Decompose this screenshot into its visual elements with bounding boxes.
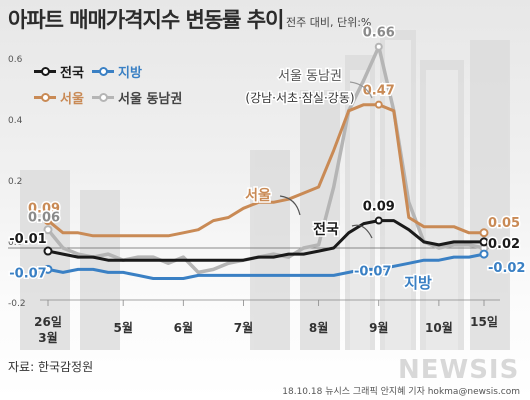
label-layer: 0.090.06-0.01-0.070.660.470.09-0.070.050… bbox=[8, 24, 527, 293]
series-point-seoul bbox=[43, 216, 53, 226]
y-tick-label: 0.6 bbox=[8, 55, 23, 65]
legend-swatch-regional bbox=[92, 67, 114, 76]
series-layer bbox=[43, 42, 489, 280]
credit-footer: 18.10.18 뉴시스 그래픽 안지혜 기자 hokma@newsis.com bbox=[282, 387, 520, 397]
chart-title: 아파트 매매가격지수 변동률 추이 bbox=[8, 8, 284, 32]
y-tick-label: 0.4 bbox=[8, 116, 23, 126]
series-point-national bbox=[479, 237, 489, 247]
legend-item-seoul-southeast: 서울 동남권 bbox=[92, 88, 182, 107]
x-tick-label: 15일 bbox=[470, 315, 498, 329]
legend-item-national: 전국 bbox=[34, 62, 84, 81]
peak-point-seoul-southeast bbox=[374, 42, 383, 51]
data-label-national: 0.09 bbox=[363, 200, 395, 215]
annotation-seoul-southeast: 서울 동남권 bbox=[278, 69, 342, 84]
data-label-national: 0.02 bbox=[488, 237, 520, 252]
data-label-national: -0.01 bbox=[9, 232, 46, 247]
x-tick-label: 8월 bbox=[309, 320, 328, 335]
annotation-national: 전국 bbox=[313, 221, 339, 238]
data-label-seoul-southeast: 0.66 bbox=[363, 26, 395, 41]
series-point-national bbox=[43, 246, 53, 256]
mid-point-regional bbox=[374, 265, 383, 274]
x-tick-label: 7월 bbox=[234, 320, 253, 335]
data-label-seoul: 0.09 bbox=[28, 202, 60, 217]
y-tick-label: 0.2 bbox=[8, 177, 22, 187]
series-line-seoul bbox=[46, 103, 486, 238]
data-label-seoul: 0.05 bbox=[488, 216, 520, 231]
data-label-regional: -0.07 bbox=[9, 266, 46, 281]
annotation-seoul-southeast: (강남·서초·잠실·강동) bbox=[245, 91, 354, 105]
legend-label-regional: 지방 bbox=[118, 66, 142, 81]
data-label-seoul-southeast: 0.06 bbox=[28, 211, 60, 226]
legend-item-seoul: 서울 bbox=[34, 88, 84, 107]
legend-label-seoul: 서울 bbox=[60, 92, 84, 107]
series-point-seoul bbox=[479, 228, 489, 238]
data-label-regional: -0.02 bbox=[488, 261, 525, 276]
legend-item-regional: 지방 bbox=[92, 62, 142, 81]
legend-swatch-national bbox=[34, 67, 56, 76]
legend-label-seoul-southeast: 서울 동남권 bbox=[118, 92, 183, 107]
annotation-regional: 지방 bbox=[404, 274, 432, 292]
legend-swatch-seoul-southeast bbox=[92, 93, 114, 102]
legend-swatch-seoul bbox=[34, 93, 56, 102]
x-tick-label: 6월 bbox=[174, 320, 193, 335]
series-point-regional bbox=[43, 264, 53, 274]
series-point-regional bbox=[479, 249, 489, 259]
x-tick-label: 5월 bbox=[113, 320, 132, 335]
x-tick-label: 26일 bbox=[34, 315, 62, 329]
x-tick-label: 10월 bbox=[425, 320, 453, 335]
title-bar: 아파트 매매가격지수 변동률 추이 전주 대비, 단위:% bbox=[0, 0, 530, 38]
peak-point-seoul bbox=[374, 100, 383, 109]
annotation-seoul: 서울 bbox=[245, 187, 271, 204]
series-point-seoul-southeast bbox=[43, 225, 53, 235]
peak-point-national bbox=[374, 216, 383, 225]
data-label-regional: -0.07 bbox=[354, 264, 391, 279]
series-line-national bbox=[46, 219, 486, 262]
y-tick-label: 0.0 bbox=[8, 238, 23, 248]
x-tick-label: 3월 bbox=[38, 330, 57, 345]
watermark: NEWSIS bbox=[398, 355, 520, 385]
y-tick-label: -0.2 bbox=[8, 299, 26, 309]
x-tick-label: 9월 bbox=[369, 320, 388, 335]
leader-national bbox=[351, 224, 373, 239]
series-line-regional bbox=[46, 252, 486, 280]
leader-seoul bbox=[279, 195, 301, 216]
leader-seoul-southeast bbox=[349, 81, 373, 99]
unit-note: 전주 대비, 단위:% bbox=[286, 16, 372, 29]
legend-label-national: 전국 bbox=[60, 66, 84, 81]
source-note: 자료: 한국감정원 bbox=[8, 360, 94, 374]
